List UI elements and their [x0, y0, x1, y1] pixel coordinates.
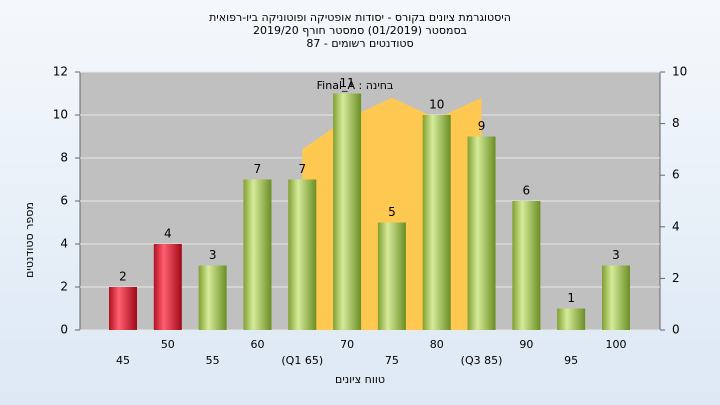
x-tick-label: 45 — [116, 354, 130, 367]
bar — [557, 308, 586, 330]
bar — [512, 201, 541, 330]
y-tick-label: 6 — [60, 194, 68, 208]
chart-subtitle: בסמסטר (01/2019) סמסטר חורף 2019/20 — [253, 24, 467, 37]
x-tick-label: 50 — [161, 338, 175, 351]
data-label: 3 — [209, 248, 217, 262]
y2-tick-label: 2 — [672, 271, 680, 285]
x-tick-label: 55 — [206, 354, 220, 367]
data-label: 6 — [523, 184, 531, 198]
data-label: 7 — [298, 162, 306, 176]
y-tick-label: 10 — [53, 108, 68, 122]
data-label: 2 — [119, 270, 127, 284]
x-tick-label: 75 — [385, 354, 399, 367]
bar — [467, 136, 496, 330]
data-label: 10 — [429, 98, 444, 112]
bar — [333, 93, 362, 330]
y-tick-label: 8 — [60, 151, 68, 165]
y-tick-label: 0 — [60, 323, 68, 337]
data-label: 9 — [478, 119, 486, 133]
y-tick-label: 12 — [53, 65, 68, 79]
x-axis-label: טווח ציונים — [335, 373, 385, 386]
y2-tick-label: 8 — [672, 116, 680, 130]
y2-tick-label: 4 — [672, 219, 680, 233]
chart-subtitle: סטודנטים רשומים - 87 — [306, 37, 413, 50]
data-label: 7 — [254, 162, 262, 176]
chart-title: היסטוגרמת ציונים בקורס - יסודות אופטיקה … — [209, 11, 511, 24]
bar — [243, 179, 272, 330]
bar — [153, 244, 182, 330]
y2-tick-label: 10 — [672, 65, 687, 79]
annotation: בחינה : Final_A — [317, 79, 394, 92]
x-tick-label: 90 — [519, 338, 533, 351]
bar — [602, 265, 630, 330]
y-axis-label: מספר סטודנטים — [23, 202, 36, 278]
data-label: 4 — [164, 227, 172, 241]
y2-tick-label: 6 — [672, 168, 680, 182]
x-tick-label: 60 — [250, 338, 264, 351]
data-label: 3 — [612, 248, 620, 262]
bar — [422, 115, 451, 330]
bar — [198, 265, 227, 330]
bar — [288, 179, 317, 330]
y-tick-label: 4 — [60, 237, 68, 251]
x-tick-label: 95 — [564, 354, 578, 367]
data-label: 5 — [388, 205, 396, 219]
y-tick-label: 2 — [60, 280, 68, 294]
x-tick-label: (Q1 65) — [281, 354, 323, 367]
bar — [377, 222, 406, 330]
x-tick-label: 80 — [430, 338, 444, 351]
x-tick-label: 70 — [340, 338, 354, 351]
data-label: 1 — [567, 291, 575, 305]
x-tick-label: (Q3 85) — [461, 354, 503, 367]
x-tick-label: 100 — [606, 338, 627, 351]
y2-tick-label: 0 — [672, 323, 680, 337]
bar — [109, 287, 137, 330]
data-label: 11 — [339, 76, 354, 90]
